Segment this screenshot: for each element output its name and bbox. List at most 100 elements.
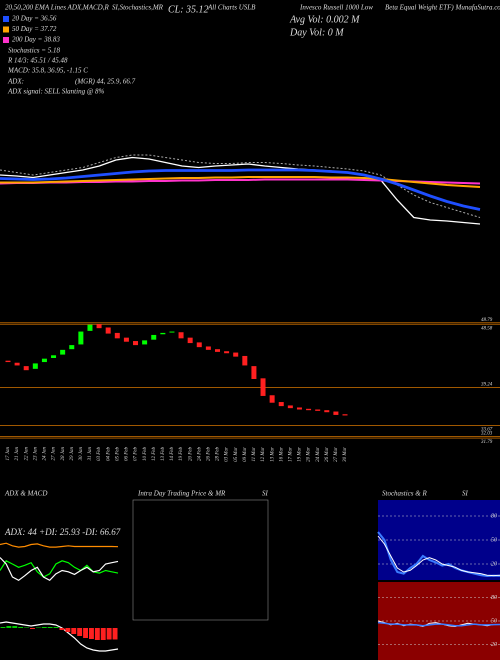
macd-bar	[94, 628, 100, 640]
x-tick-label: 12 Feb	[152, 447, 157, 462]
series-line	[0, 621, 119, 652]
candle-body	[60, 349, 66, 355]
header-text: 20,50,200 EMA Lines ADX,MACD,R	[5, 4, 109, 12]
candle-body	[51, 355, 57, 358]
x-tick-label: 24 Mar	[316, 447, 321, 462]
candle-body	[123, 337, 129, 342]
x-tick-label: 27 Mar	[334, 447, 339, 462]
candle-body	[169, 331, 175, 333]
series-line	[377, 621, 500, 627]
candle-body	[5, 360, 11, 363]
info-text: ADX:	[7, 78, 24, 86]
candle-body	[78, 331, 84, 345]
candle-body	[333, 411, 339, 415]
x-tick-label: 11 Mar	[252, 447, 257, 462]
candle-body	[260, 378, 266, 396]
x-tick-label: 19 Feb	[179, 447, 184, 462]
macd-bar	[24, 627, 29, 628]
header-close: CL: 35.12	[168, 4, 209, 15]
panel-title: SI	[462, 490, 469, 498]
series-line	[0, 176, 481, 188]
x-tick-label: 10 Feb	[143, 447, 148, 462]
candle-body	[187, 337, 193, 344]
macd-bar	[89, 628, 94, 639]
macd-bar	[100, 628, 106, 640]
y-tick-label: 31.79	[481, 440, 493, 445]
x-tick-label: 20 Feb	[188, 447, 193, 462]
header-text: Beta Equal Weight ETF) MunafaSutra.com	[385, 4, 500, 12]
candle-body	[306, 408, 312, 411]
x-tick-label: 19 Mar	[298, 447, 303, 462]
series-line	[0, 168, 481, 211]
candle-body	[278, 402, 284, 407]
y-tick-label: 80	[491, 595, 497, 601]
candle-body	[96, 324, 102, 329]
x-tick-label: 27 Jan	[52, 447, 57, 461]
candle-body	[133, 341, 139, 346]
candle-body	[287, 405, 293, 409]
macd-bar	[35, 627, 41, 628]
legend-swatch	[3, 16, 9, 22]
intraday-frame	[132, 499, 269, 621]
adx-label: ADX: 44 +DI: 25.93 -DI: 66.67	[4, 527, 121, 537]
macd-bar	[12, 626, 18, 628]
y-tick-label: 48.79	[481, 318, 493, 323]
macd-bar	[77, 628, 83, 636]
legend-swatch	[3, 26, 9, 33]
legend-text: 200 Day = 38.83	[12, 36, 60, 44]
x-tick-label: 12 Mar	[261, 447, 266, 462]
candle-body	[242, 355, 248, 366]
header-text: SI,Stochastics,MR	[112, 4, 164, 12]
candle-body	[269, 395, 275, 403]
panel-title: Stochastics & R	[382, 490, 427, 498]
x-tick-label: 28 Feb	[216, 447, 221, 462]
candle-body	[196, 342, 202, 348]
y-tick-label: 50	[491, 618, 497, 624]
candle-body	[251, 366, 257, 379]
macd-bar	[18, 627, 24, 628]
candle-body	[315, 409, 321, 411]
legend-swatch	[3, 37, 9, 43]
macd-bar	[6, 626, 12, 628]
candle-body	[205, 346, 211, 350]
macd-bar	[59, 628, 65, 630]
y-tick-label: 50	[491, 537, 497, 543]
x-tick-label: 04 Feb	[106, 447, 111, 462]
x-tick-label: 29 Jan	[70, 447, 75, 461]
avg-vol: Avg Vol: 0.002 M	[289, 14, 360, 25]
macd-bar	[71, 628, 77, 634]
macd-bar	[112, 628, 118, 640]
y-tick-label: 32.03	[481, 432, 493, 437]
candle-body	[224, 351, 230, 354]
x-tick-label: 30 Jan	[79, 447, 84, 461]
macd-bar	[53, 627, 59, 628]
candle-body	[214, 349, 220, 352]
info-text: R 14/3: 45.51 / 45.48	[7, 57, 68, 65]
x-tick-label: 26 Mar	[325, 447, 330, 462]
candle-body	[87, 324, 93, 331]
series-line	[0, 557, 119, 582]
x-tick-label: 07 Feb	[134, 447, 139, 462]
info-text: MACD: 35.8, 36.95, -1.15 C	[7, 67, 88, 75]
day-vol: Day Vol: 0 M	[289, 27, 344, 38]
series-line	[0, 156, 481, 225]
y-tick-label: 39.24	[481, 383, 493, 388]
x-tick-label: 06 Feb	[125, 447, 130, 462]
macd-bar	[106, 628, 112, 640]
x-tick-label: 28 Jan	[61, 447, 66, 461]
candle-body	[114, 332, 120, 339]
x-tick-label: 21 Jan	[15, 447, 20, 461]
candle-body	[296, 407, 302, 410]
macd-bar	[83, 628, 88, 638]
candle-body	[324, 410, 330, 413]
panel-title: Intra Day Trading Price & MR	[137, 490, 226, 498]
series-line	[377, 531, 500, 578]
info-text: Stochastics = 5.18	[8, 47, 60, 55]
candle-body	[32, 363, 38, 369]
x-tick-label: 22 Jan	[24, 447, 29, 461]
header-text: All Charts USLB	[207, 4, 256, 12]
macd-bar	[41, 627, 47, 628]
x-tick-label: 23 Jan	[33, 447, 38, 461]
x-tick-label: 14 Feb	[170, 447, 175, 462]
